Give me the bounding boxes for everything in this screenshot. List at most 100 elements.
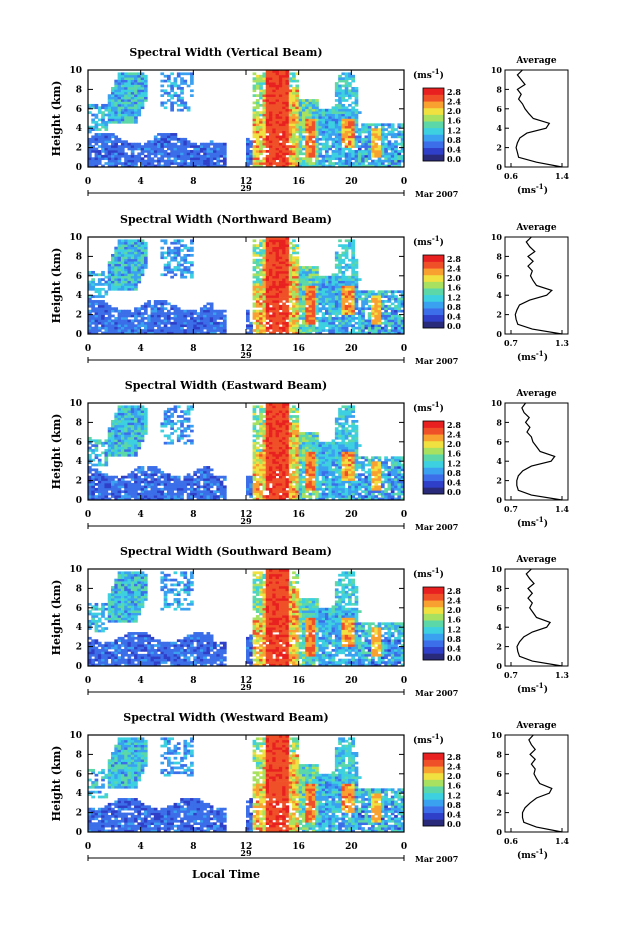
heatmap-cell [295, 256, 300, 260]
heatmap-cell [153, 329, 158, 332]
heatmap-cell [341, 116, 346, 119]
heatmap-cell [394, 314, 398, 318]
heatmap-cell [173, 258, 178, 262]
heatmap-cell [252, 268, 257, 272]
heatmap-cell [334, 285, 339, 289]
heatmap-cell [134, 468, 138, 472]
heatmap-cell [127, 329, 132, 332]
heatmap-cell [292, 116, 296, 119]
heatmap-cell [272, 106, 277, 110]
heatmap-cell [114, 419, 119, 423]
heatmap-cell [117, 329, 122, 332]
heatmap-cell [351, 108, 356, 112]
heatmap-cell [357, 164, 362, 168]
heatmap-cell [170, 258, 174, 262]
heatmap-cell [111, 111, 115, 114]
heatmap-cell [390, 331, 395, 335]
heatmap-cell [298, 278, 303, 281]
heatmap-cell [308, 266, 313, 269]
heatmap-cell [354, 321, 359, 325]
profile-title: Average [515, 223, 556, 233]
heatmap-cell [325, 321, 329, 325]
heatmap-cell [143, 329, 148, 332]
heatmap-cell [394, 135, 398, 139]
heatmap-cell [272, 120, 277, 124]
heatmap-cell [143, 427, 148, 430]
heatmap-cell [120, 324, 125, 328]
heatmap-cell [301, 309, 306, 313]
heatmap-cell [167, 309, 171, 313]
heatmap-cell [285, 297, 290, 301]
heatmap-cell [94, 128, 99, 131]
heatmap-cell [91, 128, 95, 131]
heatmap-cell [344, 256, 349, 260]
heatmap-cell [259, 145, 263, 148]
heatmap-cell [334, 137, 339, 141]
heatmap-cell [334, 324, 339, 328]
heatmap-cell [298, 157, 303, 161]
heatmap-cell [354, 307, 359, 311]
heatmap-cell [137, 412, 142, 416]
heatmap-cell [301, 266, 306, 269]
heatmap-cell [91, 118, 95, 122]
heatmap-cell [315, 123, 319, 127]
heatmap-cell [262, 292, 267, 296]
heatmap-cell [390, 123, 395, 127]
heatmap-cell [278, 304, 283, 308]
heatmap-cell [377, 317, 382, 320]
heatmap-cell [127, 314, 132, 318]
heatmap-cell [285, 239, 290, 243]
heatmap-cell [328, 324, 332, 328]
heatmap-cell [130, 434, 135, 438]
x-tick-label: 12 [240, 177, 253, 187]
heatmap-cell [130, 441, 135, 445]
heatmap-cell [150, 307, 155, 311]
heatmap-cell [167, 99, 171, 102]
heatmap-cell [325, 319, 329, 323]
heatmap-cell [295, 314, 300, 318]
heatmap-cell [255, 270, 260, 274]
heatmap-cell [361, 164, 365, 168]
heatmap-cell [134, 120, 138, 124]
heatmap-cell [344, 120, 349, 124]
colorbar-segment [423, 314, 444, 322]
heatmap-cell [173, 329, 178, 332]
colorbar-segment [423, 281, 444, 289]
heatmap-cell [351, 251, 356, 255]
heatmap-cell [334, 273, 339, 277]
heatmap-cell [186, 492, 191, 496]
heatmap-cell [127, 434, 132, 438]
heatmap-cell [199, 470, 204, 474]
heatmap-cell [338, 266, 342, 269]
heatmap-cell [222, 317, 227, 320]
heatmap-cell [400, 300, 405, 303]
heatmap-cell [275, 283, 280, 286]
heatmap-cell [114, 154, 119, 158]
heatmap-cell [130, 79, 135, 83]
heatmap-cell [262, 317, 267, 320]
heatmap-cell [311, 142, 316, 146]
heatmap-cell [295, 326, 300, 330]
heatmap-cell [397, 125, 402, 129]
heatmap-cell [249, 140, 253, 144]
heatmap-cell [150, 495, 155, 498]
heatmap-cell [203, 159, 207, 163]
heatmap-cell [176, 72, 181, 76]
profile-frame [504, 236, 569, 335]
heatmap-cell [288, 256, 293, 260]
heatmap-cell [101, 309, 105, 313]
heatmap-cell [160, 424, 165, 428]
heatmap-cell [88, 280, 92, 284]
heatmap-cell [104, 120, 109, 124]
heatmap-cell [206, 326, 211, 330]
heatmap-cell [216, 164, 221, 168]
heatmap-cell [354, 89, 359, 93]
heatmap-cell [255, 324, 260, 328]
heatmap-cell [348, 118, 352, 122]
heatmap-cell [357, 324, 362, 328]
heatmap-cell [180, 329, 184, 332]
heatmap-cell [104, 456, 109, 460]
heatmap-cell [318, 324, 323, 328]
heatmap-cell [315, 295, 319, 298]
heatmap-cell [341, 147, 346, 151]
